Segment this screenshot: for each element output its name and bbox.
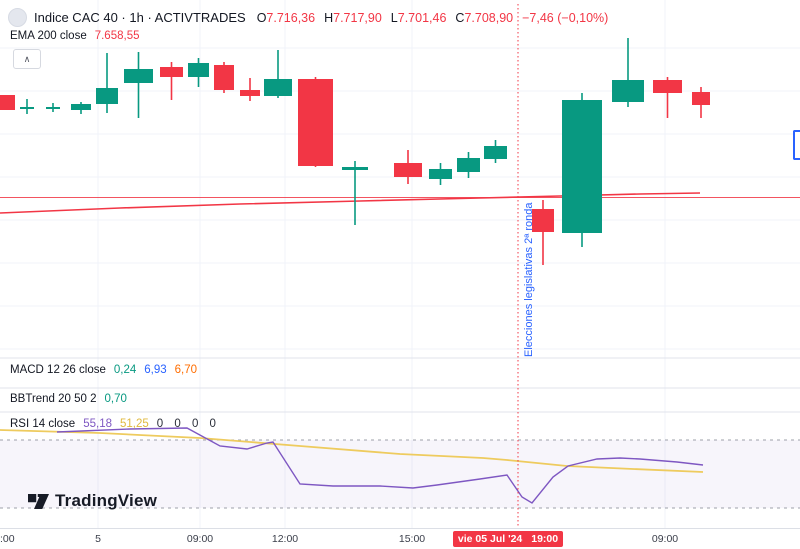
candlestick-down [214,62,234,93]
candle-body [484,146,507,159]
bbtrend-study-row: BBTrend 20 50 2 0,70 [10,393,127,405]
candle-body [612,80,644,102]
macd-study-label[interactable]: MACD 12 26 close [10,364,106,376]
candle-body [562,100,602,233]
chart-canvas[interactable] [0,0,800,528]
symbol-logo-icon [8,8,27,27]
rsi-band-fill [0,440,800,508]
rsi-divergence-values: 0 0 0 0 [156,418,220,430]
countdown-label-fragment [793,130,800,160]
high-label: H [324,10,334,25]
candle-body [532,209,554,232]
ema-200-line [0,192,701,214]
candle-body [124,69,153,83]
tradingview-logo-icon [28,493,49,509]
time-tick: 09:00 [186,533,214,545]
change-value: −7,46 (−0,10%) [522,10,609,25]
ema-study-value: 7.658,55 [94,30,140,42]
macd-hist-value: 0,24 [113,364,137,376]
candle-body [298,79,333,166]
event-annotation-label[interactable]: Elecciones legislativas 2ª ronda [523,202,535,358]
rsi-line [56,427,704,504]
candle-body [264,79,292,96]
candlestick-up [429,163,452,185]
candlestick-up [71,102,91,114]
candle-body [429,169,452,179]
candlestick-down [394,150,422,184]
rsi-value: 55,18 [83,418,112,430]
candlestick-up [612,38,644,107]
candlestick-down [532,200,554,265]
ema-study-row: EMA 200 close 7.658,55 [10,30,139,42]
candle-body [394,163,422,177]
candlestick-up [46,103,60,112]
rsi-study-label[interactable]: RSI 14 close [10,418,76,430]
time-tick: 09:00 [651,533,679,545]
candlestick-up [562,93,602,247]
rsi-ma-value: 51,25 [119,418,149,430]
ohlc-values: O7.716,36 H7.717,90 L7.701,46 C7.708,90 … [257,11,609,25]
time-axis[interactable]: :00 5 09:00 12:00 15:00 09:00 vie 05 Jul… [0,528,800,549]
crosshair-time: 19:00 [531,533,559,545]
close-label: C [455,10,465,25]
candle-body [342,167,368,170]
candle-body [46,107,60,109]
rsi-study-row: RSI 14 close 55,18 51,25 0 0 0 0 [10,418,220,430]
candle-body [96,88,118,104]
candle-body [160,67,183,77]
tradingview-logo-text: TradingView [55,491,158,510]
time-tick: 5 [95,533,101,545]
candlestick-down [240,78,260,101]
ema-study-label[interactable]: EMA 200 close [10,30,87,42]
candlestick-down [160,62,183,100]
candlestick-down [0,95,15,110]
candlestick-up [457,152,480,178]
time-tick: 12:00 [271,533,299,545]
candle-body [214,65,234,90]
time-tick: 15:00 [398,533,426,545]
symbol-title[interactable]: Indice CAC 40 · 1h · ACTIVTRADES [34,10,246,25]
candlestick-up [96,53,118,113]
rsi-ma-line [0,429,704,473]
candle-body [0,95,15,110]
candlestick-up [124,52,153,118]
macd-line-value: 6,93 [144,364,167,376]
low-value: 7.701,46 [397,10,447,25]
candlestick-up [484,140,507,163]
candle-body [240,90,260,96]
crosshair-date-badge: vie 05 Jul '24 19:00 [453,531,563,547]
candle-body [692,92,710,105]
candle-body [188,63,209,77]
macd-study-row: MACD 12 26 close 0,24 6,93 6,70 [10,364,197,376]
bbtrend-value: 0,70 [104,393,127,405]
candlestick-down [692,87,710,118]
high-value: 7.717,90 [333,10,382,25]
candlestick-up [342,161,368,225]
symbol-header: Indice CAC 40 · 1h · ACTIVTRADES O7.716,… [8,8,608,27]
candlestick-down [653,77,682,118]
candlestick-up [20,99,34,114]
chevron-up-icon: ∧ [23,53,31,64]
tradingview-logo[interactable]: TradingView [28,491,157,511]
low-label: L [390,10,398,25]
open-value: 7.716,36 [266,10,316,25]
candle-body [71,104,91,110]
candle-body [457,158,480,172]
bbtrend-study-label[interactable]: BBTrend 20 50 2 [10,393,97,405]
candle-body [20,107,34,109]
open-label: O [256,10,267,25]
time-tick: :00 [0,533,15,545]
candle-body [653,80,682,93]
candlestick-down [298,77,333,167]
candlestick-up [264,50,292,98]
crosshair-date: vie 05 Jul '24 [457,533,523,545]
macd-signal-value: 6,70 [174,364,198,376]
close-value: 7.708,90 [464,10,514,25]
candlestick-up [188,58,209,87]
collapse-indicators-button[interactable]: ∧ [13,49,41,69]
